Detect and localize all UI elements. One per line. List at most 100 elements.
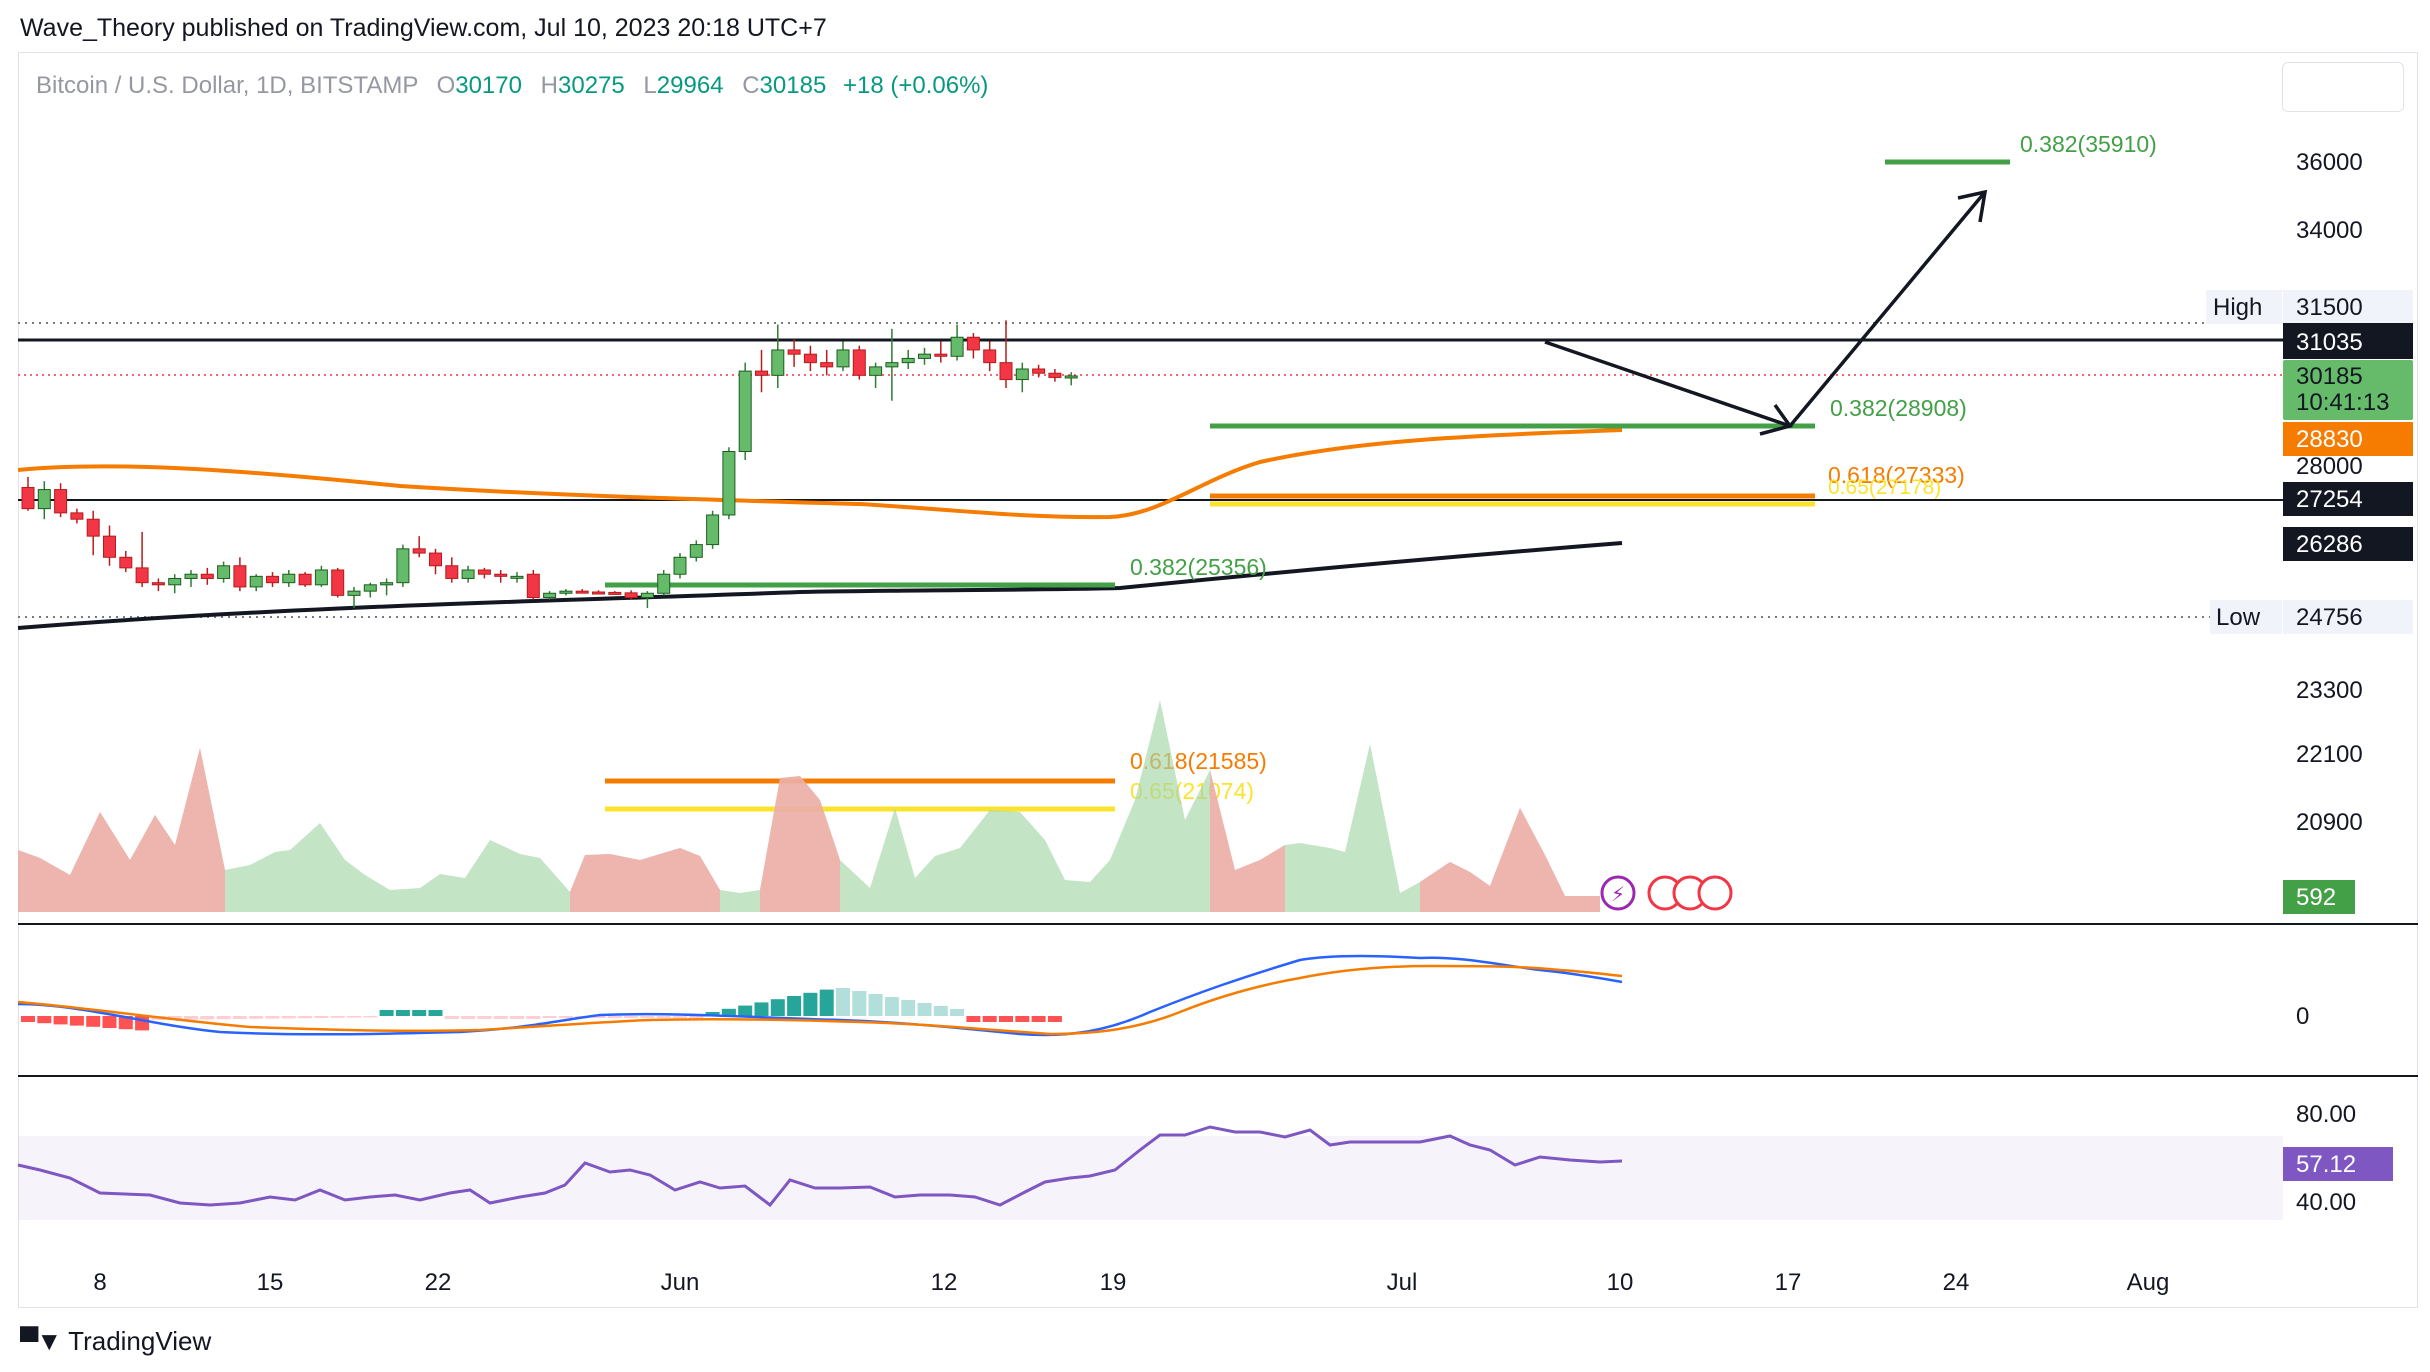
macd-signal-line — [17, 964, 1623, 1036]
candle-body — [233, 565, 247, 588]
candle-body — [510, 575, 524, 579]
macd-histogram-bar — [493, 1016, 508, 1019]
macd-histogram-bar — [200, 1016, 215, 1020]
close-label: C — [742, 72, 760, 99]
macd-histogram-bar — [656, 1016, 671, 1018]
price-axis-tick-label: 36000 — [2296, 149, 2363, 176]
candle-body — [347, 590, 361, 596]
macd-histogram-bar — [347, 1016, 361, 1018]
macd-histogram-bar — [444, 1016, 459, 1019]
high-label: H — [540, 72, 558, 99]
candle-body — [918, 353, 931, 359]
macd-histogram-bar — [624, 1016, 639, 1018]
candle-body — [200, 573, 214, 579]
macd-histogram-bar — [298, 1016, 313, 1019]
x-axis: 8 15 22 Jun 12 19 Jul 10 17 24 Aug — [93, 1269, 2169, 1296]
candle-body — [526, 573, 540, 598]
macd-histogram-bar — [738, 1005, 753, 1016]
forecast-down-arrow — [1544, 340, 1791, 428]
macd-histogram-bar — [510, 1016, 524, 1019]
macd-histogram-bar — [852, 991, 867, 1016]
macd-histogram-bar — [118, 1016, 133, 1030]
low-label: L — [643, 72, 657, 99]
macd-histogram-bar — [640, 1016, 655, 1018]
resistance-tag: 31035 — [2283, 323, 2413, 359]
macd-histogram-bar — [86, 1016, 101, 1027]
candle-body — [363, 584, 377, 592]
open-value: 30170 — [455, 72, 522, 99]
rsi-tag-value: 57.12 — [2296, 1151, 2356, 1178]
candle-body — [151, 582, 165, 586]
candle-body — [37, 489, 51, 510]
macd-histogram-bar — [721, 1008, 736, 1016]
candle-body — [249, 575, 263, 588]
macd-histogram-bar — [982, 1016, 997, 1022]
lightning-event-icon — [1600, 875, 1636, 911]
candle-body — [934, 353, 948, 357]
macd-histogram-bar — [770, 999, 785, 1016]
x-axis-tick-label: 17 — [1775, 1269, 1802, 1296]
candle-body — [21, 486, 35, 510]
ema200-tag-value: 26286 — [2296, 531, 2363, 558]
candle-body — [706, 514, 720, 546]
fib-golden-65-label: 0.65(27178) — [1828, 476, 1941, 499]
macd-histogram-bar — [363, 1016, 378, 1018]
x-axis-tick-label: 10 — [1607, 1269, 1634, 1296]
candle-body — [429, 552, 442, 567]
symbol-legend: Bitcoin / U.S. Dollar, 1D, BITSTAMP O301… — [36, 72, 988, 100]
candle-body — [950, 336, 964, 357]
macd-histogram-bar — [184, 1016, 198, 1020]
candles-group — [21, 320, 1078, 609]
tradingview-logo[interactable]: ▀▼ TradingView — [20, 1326, 211, 1357]
rsi-line — [17, 1125, 1623, 1208]
macd-histogram-bar — [917, 1003, 932, 1016]
x-axis-tick-label: 22 — [425, 1269, 452, 1296]
high-value: 30275 — [558, 72, 625, 99]
candle-body — [852, 349, 866, 376]
rsi-axis-tick-label: 80.00 — [2296, 1101, 2356, 1128]
macd-histogram-bar — [69, 1016, 84, 1026]
macd-histogram-bar — [754, 1002, 769, 1016]
publisher-line: Wave_Theory published on TradingView.com… — [20, 14, 827, 42]
low-tag-label: Low — [2216, 604, 2261, 631]
candle-body — [966, 336, 980, 351]
candle-body — [722, 451, 736, 516]
candle-body — [689, 544, 703, 558]
macd-histogram-bar — [999, 1016, 1013, 1022]
x-axis-tick-label: Jun — [661, 1269, 700, 1296]
macd-histogram-bar — [966, 1016, 981, 1022]
candle-body — [266, 575, 279, 584]
macd-histogram-bar — [461, 1016, 476, 1019]
macd-histogram-bar — [395, 1010, 410, 1016]
candle-body — [119, 556, 133, 569]
ema-tag-value: 28830 — [2296, 426, 2363, 453]
macd-histogram-bar — [591, 1016, 606, 1018]
chart-top-right-box[interactable] — [2282, 62, 2404, 112]
price-axis: 36000 34000 28000 23300 22100 20900 0 80.00 40.0… — [2296, 149, 2363, 1216]
candle-body — [657, 573, 671, 594]
rsi-tag: 57.12 — [2283, 1147, 2393, 1181]
macd-histogram-bar — [542, 1016, 557, 1018]
candle-body — [168, 577, 182, 586]
ema50-line — [17, 428, 1623, 520]
macd-histogram-bar — [379, 1010, 394, 1016]
candle-body — [820, 362, 834, 368]
candle-body — [771, 349, 785, 376]
symbol-name: Bitcoin / U.S. Dollar, 1D, BITSTAMP — [36, 72, 418, 99]
macd-histogram-bar — [281, 1016, 296, 1019]
macd-histogram-bar — [330, 1016, 345, 1018]
candle-body — [461, 569, 475, 579]
candle-body — [673, 556, 687, 575]
macd-histogram-bar — [1031, 1016, 1046, 1022]
candle-body — [135, 567, 149, 584]
change-value: +18 (+0.06%) — [842, 72, 989, 99]
x-axis-tick-label: Jul — [1387, 1269, 1418, 1296]
close-value: 30185 — [759, 72, 827, 99]
candle-body — [1032, 368, 1046, 374]
candle-body — [396, 548, 410, 584]
macd-histogram-bar — [868, 994, 883, 1016]
fib-target-label: 0.382(35910) — [2020, 131, 2157, 157]
ema200-line — [17, 541, 1623, 630]
macd-histogram-bar — [607, 1016, 622, 1018]
